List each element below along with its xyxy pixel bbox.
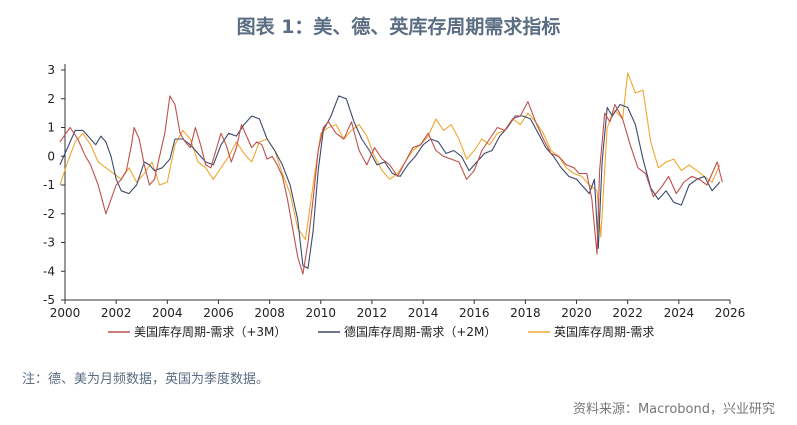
y-tick-label: 2 xyxy=(47,92,55,106)
x-tick-label: 2012 xyxy=(357,306,388,320)
chart-title: 图表 1：美、德、英库存周期需求指标 xyxy=(236,16,561,38)
series-group xyxy=(59,72,723,275)
x-tick-label: 2008 xyxy=(254,306,285,320)
x-tick-label: 2006 xyxy=(203,306,234,320)
chart-note: 注：德、美为月频数据，英国为季度数据。 xyxy=(22,372,270,387)
legend-label: 英国库存周期-需求 xyxy=(554,324,654,339)
source-text: 资料来源：Macrobond，兴业研究 xyxy=(572,402,775,417)
y-tick-label: 3 xyxy=(47,63,55,77)
x-tick-label: 2016 xyxy=(459,306,490,320)
y-tick-label: -4 xyxy=(43,264,55,278)
x-tick-label: 2020 xyxy=(561,306,592,320)
x-tick-label: 2004 xyxy=(152,306,183,320)
legend-label: 德国库存周期-需求（+2M） xyxy=(344,324,496,339)
y-tick-label: -2 xyxy=(43,207,55,221)
y-tick-label: 0 xyxy=(47,149,55,163)
x-tick-label: 2026 xyxy=(715,306,746,320)
x-tick-label: 2022 xyxy=(612,306,643,320)
legend-label: 美国库存周期-需求（+3M） xyxy=(134,324,286,339)
series-line xyxy=(59,72,721,241)
series-line xyxy=(59,95,723,275)
y-tick-label: -5 xyxy=(43,293,55,307)
y-tick-label: -3 xyxy=(43,236,55,250)
x-tick-label: 2000 xyxy=(50,306,81,320)
series-line xyxy=(59,95,721,269)
y-tick-label: 1 xyxy=(47,121,55,135)
x-tick-label: 2002 xyxy=(101,306,132,320)
x-tick-label: 2010 xyxy=(305,306,336,320)
x-tick-label: 2024 xyxy=(664,306,695,320)
x-tick-label: 2018 xyxy=(510,306,541,320)
chart-legend: 美国库存周期-需求（+3M） 德国库存周期-需求（+2M） 英国库存周期-需求 xyxy=(108,324,654,339)
x-tick-label: 2014 xyxy=(408,306,439,320)
y-tick-label: -1 xyxy=(43,178,55,192)
